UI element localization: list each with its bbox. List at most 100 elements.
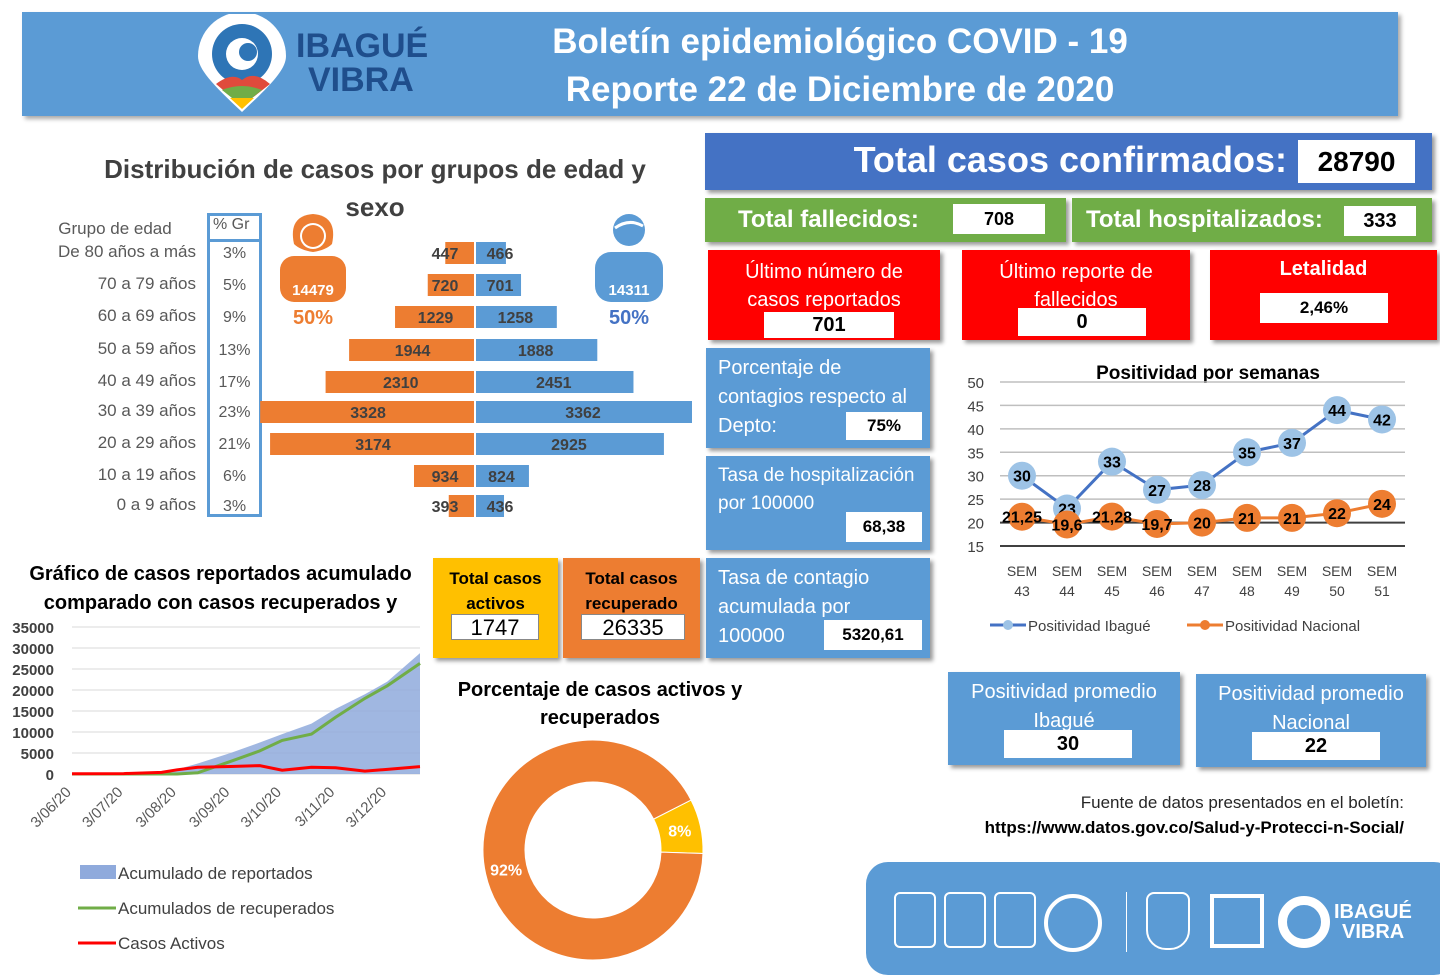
male-bar bbox=[476, 306, 557, 328]
legend-label: Positividad Nacional bbox=[1225, 618, 1360, 635]
data-label: 20 bbox=[1193, 516, 1211, 533]
y-tick-label: 15000 bbox=[12, 704, 54, 721]
x-tick-label: SEM bbox=[1232, 563, 1262, 579]
x-tick-label: SEM bbox=[1052, 563, 1082, 579]
female-bar bbox=[325, 371, 474, 393]
donut-label: 8% bbox=[668, 824, 691, 841]
last-cases-card: Último número de casos reportados 701 bbox=[708, 250, 940, 340]
last-deaths-value: 0 bbox=[1018, 308, 1146, 336]
y-tick-label: 0 bbox=[46, 767, 54, 784]
total-confirmed-card: Total casos confirmados: 28790 bbox=[705, 133, 1432, 190]
data-point bbox=[1053, 510, 1081, 539]
female-bar bbox=[260, 401, 474, 423]
data-point bbox=[1368, 489, 1396, 518]
icontec-seal-icon bbox=[944, 892, 986, 948]
age-group-percent: 6% bbox=[222, 468, 247, 485]
male-bar-label: 2451 bbox=[536, 375, 572, 392]
ibague-vibra-logo-icon bbox=[198, 14, 286, 112]
pyramid-title-line2: sexo bbox=[345, 192, 405, 222]
reported-area bbox=[72, 653, 420, 774]
age-group-percent: 17% bbox=[218, 374, 251, 391]
lethality-value: 2,46% bbox=[1260, 293, 1388, 323]
data-label: 19,6 bbox=[1051, 517, 1082, 534]
avg-positivity-national-value: 22 bbox=[1252, 732, 1380, 760]
y-tick-label: 10000 bbox=[12, 725, 54, 742]
male-bar bbox=[476, 339, 598, 361]
donut-label: 92% bbox=[490, 862, 522, 879]
data-point bbox=[1143, 475, 1171, 504]
avg-positivity-national-label: Positividad promedio Nacional bbox=[1218, 683, 1404, 734]
data-point bbox=[1008, 461, 1036, 490]
data-point bbox=[1233, 438, 1261, 467]
recovered-cases-card: Total casos recuperado 26335 bbox=[563, 558, 700, 658]
age-group-header: Grupo de edad bbox=[58, 219, 172, 238]
last-cases-label: Último número de casos reportados bbox=[745, 261, 903, 311]
ibague-coat-of-arms-icon bbox=[1146, 892, 1190, 950]
age-group-label: 30 a 39 años bbox=[97, 401, 196, 420]
last-deaths-label: Último reporte de fallecidos bbox=[999, 261, 1153, 311]
female-bar-label: 3328 bbox=[350, 405, 386, 422]
male-bar bbox=[476, 495, 505, 517]
cumulative-area-chart: 35000 30000 25000 20000 15000 10000 5000 03/06/… bbox=[12, 620, 421, 953]
y-tick-label: 20000 bbox=[12, 683, 54, 700]
data-point bbox=[1098, 502, 1126, 531]
contagion-rate-label: Tasa de contagio acumulada por 100000 bbox=[718, 567, 870, 647]
chart-title: Positividad por semanas bbox=[1096, 363, 1320, 384]
legend-swatch bbox=[80, 865, 116, 879]
active-cases-card: Total casos activos 1747 bbox=[433, 558, 558, 658]
age-group-percent: 21% bbox=[218, 436, 251, 453]
y-tick-label: 45 bbox=[967, 398, 984, 415]
data-point bbox=[1233, 503, 1261, 532]
icontec-seal-icon bbox=[994, 892, 1036, 948]
female-bar bbox=[413, 465, 474, 487]
footer-logo-line1: IBAGUÉ bbox=[1334, 901, 1412, 923]
female-bar-label: 720 bbox=[432, 278, 459, 295]
cumulative-chart-title: Gráfico de casos reportados acumulado co… bbox=[29, 563, 412, 614]
male-bar bbox=[476, 465, 529, 487]
female-total: 14479 bbox=[292, 282, 334, 299]
total-hospitalized-label: Total hospitalizados: bbox=[1086, 206, 1323, 233]
y-tick-label: 5000 bbox=[21, 746, 54, 763]
active-cases-value: 1747 bbox=[451, 614, 539, 640]
age-group-percent: 5% bbox=[222, 277, 247, 294]
x-tick-label: 50 bbox=[1329, 583, 1345, 599]
population-pyramid-chart: 447 466 720 701 1229 1258 1944 1888 2310 2451 3328… bbox=[260, 242, 692, 517]
age-group-label: 10 a 19 años bbox=[97, 465, 196, 484]
age-group-label: 0 a 9 años bbox=[116, 495, 196, 514]
total-deaths-label: Total fallecidos: bbox=[738, 206, 919, 233]
contagion-rate-value: 5320,61 bbox=[824, 620, 922, 650]
male-bar bbox=[476, 433, 664, 455]
avg-positivity-ibague-label: Positividad promedio Ibagué bbox=[971, 681, 1157, 732]
percent-header: % Gr bbox=[207, 213, 262, 242]
x-tick-label: 3/06/20 bbox=[27, 784, 74, 831]
data-point bbox=[1278, 503, 1306, 532]
data-label: 30 bbox=[1013, 469, 1031, 486]
logo-text-line1: IBAGUÉ bbox=[296, 27, 429, 65]
age-group-percent: 9% bbox=[222, 309, 247, 326]
source-link[interactable]: https://www.datos.gov.co/Salud-y-Protecc… bbox=[984, 818, 1404, 837]
male-bar-label: 824 bbox=[488, 469, 515, 486]
female-bar-label: 447 bbox=[432, 246, 459, 263]
ibague-vibra-logo-icon bbox=[1278, 896, 1330, 948]
male-bar-label: 701 bbox=[487, 278, 514, 295]
y-tick-label: 15 bbox=[967, 539, 984, 556]
source-label: Fuente de datos presentados en el boletí… bbox=[1080, 793, 1404, 812]
data-label: 27 bbox=[1148, 483, 1166, 500]
age-group-label: De 80 años a más bbox=[58, 242, 196, 261]
female-bar bbox=[448, 495, 474, 517]
logo-text-line2: VIBRA bbox=[308, 61, 414, 99]
age-group-label: 50 a 59 años bbox=[97, 339, 196, 358]
x-tick-label: 44 bbox=[1059, 583, 1075, 599]
x-tick-label: SEM bbox=[1277, 563, 1307, 579]
male-bar bbox=[476, 274, 522, 296]
last-deaths-card: Último reporte de fallecidos 0 bbox=[962, 250, 1190, 340]
male-percent: 50% bbox=[608, 307, 650, 329]
male-bar bbox=[476, 401, 692, 423]
male-icon bbox=[595, 214, 663, 302]
y-tick-label: 20 bbox=[967, 516, 984, 533]
divider bbox=[1126, 892, 1127, 952]
avg-positivity-national-card: Positividad promedio Nacional 22 bbox=[1196, 674, 1426, 767]
avg-positivity-ibague-card: Positividad promedio Ibagué 30 bbox=[948, 672, 1180, 765]
data-point bbox=[1188, 508, 1216, 537]
data-label: 28 bbox=[1193, 478, 1211, 495]
